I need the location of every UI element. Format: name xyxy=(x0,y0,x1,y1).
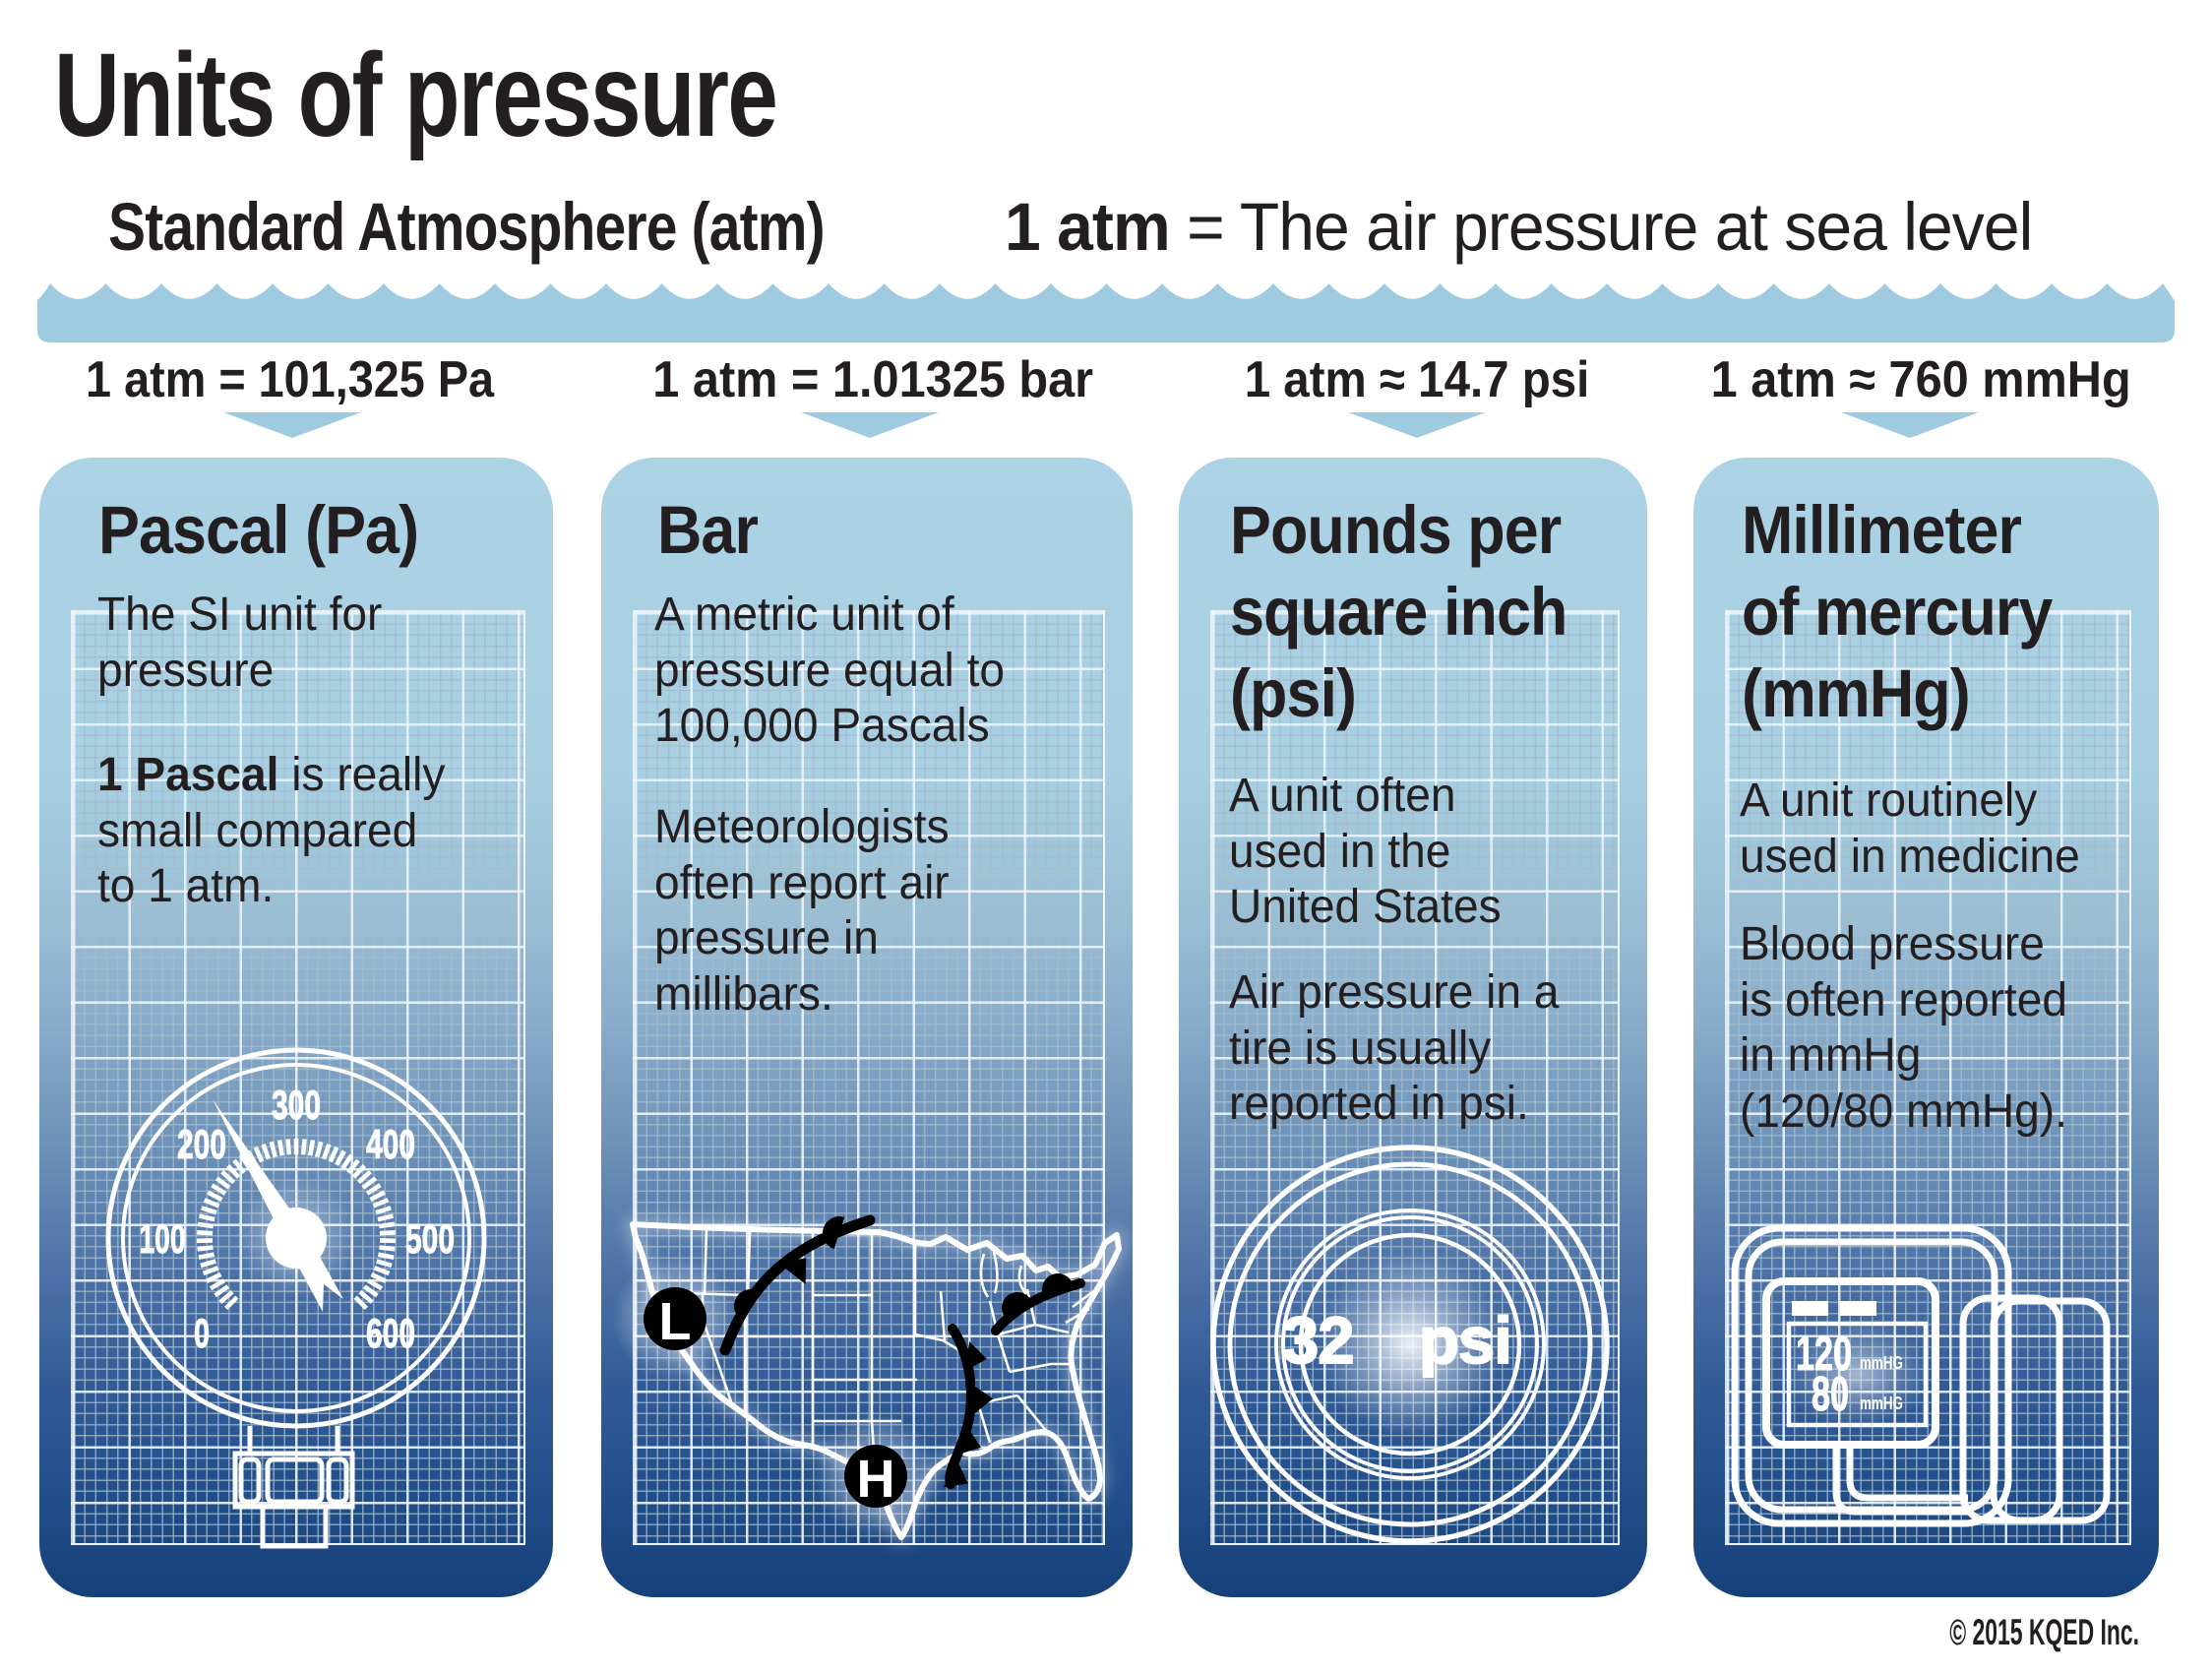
svg-text:32: 32 xyxy=(1282,1304,1354,1378)
svg-text:0: 0 xyxy=(194,1310,210,1356)
svg-text:600: 600 xyxy=(366,1310,415,1356)
svg-text:L: L xyxy=(659,1292,692,1351)
svg-text:100: 100 xyxy=(140,1215,186,1262)
svg-text:500: 500 xyxy=(405,1215,455,1262)
svg-text:H: H xyxy=(857,1450,895,1509)
svg-text:mmHG: mmHG xyxy=(1860,1353,1903,1373)
svg-text:80: 80 xyxy=(1812,1368,1849,1421)
svg-text:300: 300 xyxy=(272,1082,321,1128)
svg-text:200: 200 xyxy=(177,1121,226,1167)
svg-text:120: 120 xyxy=(1796,1328,1852,1381)
svg-text:400: 400 xyxy=(366,1121,415,1167)
svg-text:mmHG: mmHG xyxy=(1860,1394,1903,1413)
svg-text:psi: psi xyxy=(1419,1304,1511,1378)
